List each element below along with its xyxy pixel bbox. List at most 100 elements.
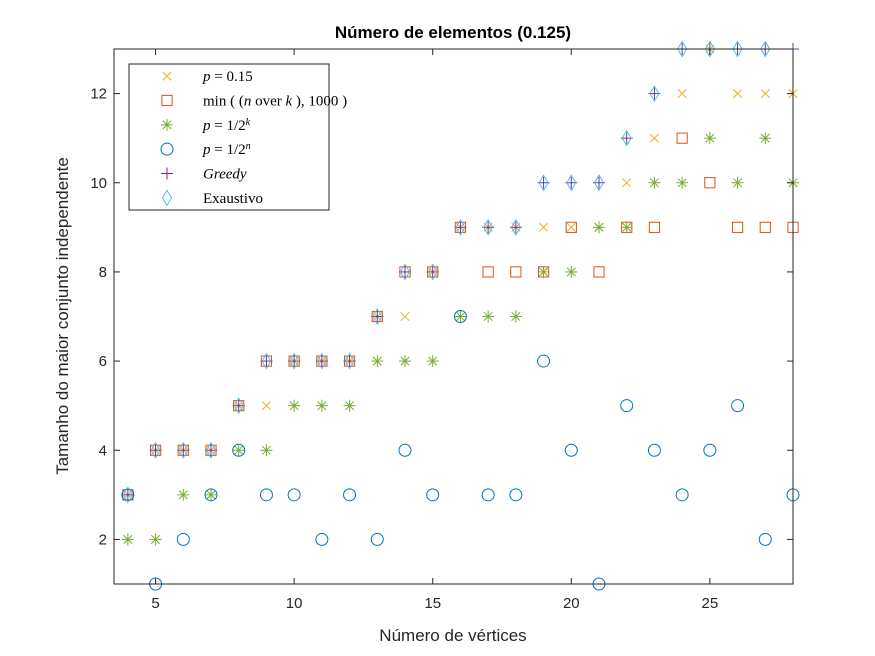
x-tick-label: 25 xyxy=(702,595,719,612)
data-point xyxy=(287,488,301,502)
data-point xyxy=(482,266,494,278)
data-point xyxy=(483,218,494,236)
data-point xyxy=(371,355,384,368)
data-point xyxy=(731,176,744,189)
data-point xyxy=(482,310,495,323)
data-point xyxy=(622,178,632,188)
data-point xyxy=(565,221,577,233)
data-point xyxy=(426,488,440,502)
data-point xyxy=(593,174,605,192)
plot-frame xyxy=(113,48,794,585)
data-point xyxy=(677,40,688,58)
data-point xyxy=(759,221,771,233)
data-point xyxy=(315,399,328,412)
legend-entry: p = 1/2k xyxy=(202,116,251,134)
data-point xyxy=(426,355,439,368)
data-point xyxy=(232,444,245,457)
data-point xyxy=(177,488,190,501)
data-point xyxy=(593,221,605,234)
data-point xyxy=(703,132,716,145)
legend: p = 0.15 min ( (n over k ), 1000 ) p = 1/2… xyxy=(128,63,347,211)
series-2 xyxy=(121,132,799,546)
y-axis-label: Tamanho do maior conjunto independente xyxy=(53,157,72,475)
y-tick-label: 6 xyxy=(99,353,107,370)
legend-entry: min ( (n over k ), 1000 ) xyxy=(203,94,347,110)
data-point xyxy=(564,443,578,457)
data-point xyxy=(149,533,162,546)
data-point xyxy=(205,441,217,459)
data-point xyxy=(510,266,522,278)
data-point xyxy=(370,532,384,546)
data-point xyxy=(260,444,273,457)
data-point xyxy=(677,89,687,99)
data-point xyxy=(593,266,605,278)
data-point xyxy=(205,488,217,501)
data-point xyxy=(759,132,772,145)
data-point xyxy=(344,352,355,370)
legend-marker xyxy=(161,118,173,131)
legend-marker xyxy=(161,94,173,107)
legend-box xyxy=(128,63,330,211)
data-point xyxy=(509,310,522,323)
x-tick-label: 10 xyxy=(286,595,303,612)
y-tick-label: 12 xyxy=(90,86,107,103)
y-tick-label: 8 xyxy=(99,264,107,281)
legend-entry: p = 0.15 xyxy=(202,69,253,85)
data-point xyxy=(620,221,633,234)
data-point xyxy=(704,177,716,189)
data-point xyxy=(537,354,551,368)
data-point xyxy=(399,355,411,368)
data-point xyxy=(288,399,301,412)
data-point xyxy=(289,352,300,370)
data-point xyxy=(676,132,688,144)
data-point xyxy=(676,176,689,189)
x-axis-label: Número de vértices xyxy=(379,626,526,645)
data-point xyxy=(398,443,412,457)
data-point xyxy=(621,129,632,147)
data-point xyxy=(620,399,634,413)
data-point xyxy=(316,352,327,370)
data-point xyxy=(731,399,745,413)
data-marks xyxy=(121,40,800,591)
x-tick-label: 5 xyxy=(151,595,159,612)
data-point xyxy=(539,222,549,232)
legend-entry: Exaustivo xyxy=(203,191,263,207)
data-point xyxy=(760,89,770,99)
data-point xyxy=(760,40,771,58)
data-point xyxy=(731,221,744,233)
data-point xyxy=(427,263,438,281)
data-point xyxy=(315,532,329,546)
data-point xyxy=(649,85,660,103)
data-point xyxy=(733,89,743,99)
data-point xyxy=(647,443,661,457)
data-point xyxy=(509,488,523,502)
data-point xyxy=(259,488,273,502)
data-point xyxy=(204,488,218,502)
data-point xyxy=(537,265,550,278)
data-point xyxy=(372,308,383,325)
data-point xyxy=(538,174,549,192)
data-point xyxy=(566,222,576,232)
data-point xyxy=(648,176,661,189)
data-point xyxy=(261,401,271,411)
data-point xyxy=(481,488,495,502)
data-point xyxy=(261,352,272,370)
legend-marker xyxy=(161,167,173,180)
data-point xyxy=(176,532,190,546)
data-point xyxy=(178,441,189,459)
data-point xyxy=(343,399,356,412)
data-point xyxy=(758,532,772,546)
y-tick-label: 10 xyxy=(90,175,107,192)
data-point xyxy=(704,40,715,58)
data-point xyxy=(649,133,659,143)
y-tick-label: 4 xyxy=(99,442,107,459)
data-point xyxy=(121,533,134,546)
data-point xyxy=(455,218,466,236)
series-5 xyxy=(122,40,771,504)
y-tick-label: 2 xyxy=(99,531,107,548)
axis-ticks: 5 10 15 20 25 2 4 6 8 10 12 xyxy=(90,49,793,612)
data-point xyxy=(122,486,133,504)
data-point xyxy=(648,221,661,233)
x-tick-label: 15 xyxy=(424,595,441,612)
